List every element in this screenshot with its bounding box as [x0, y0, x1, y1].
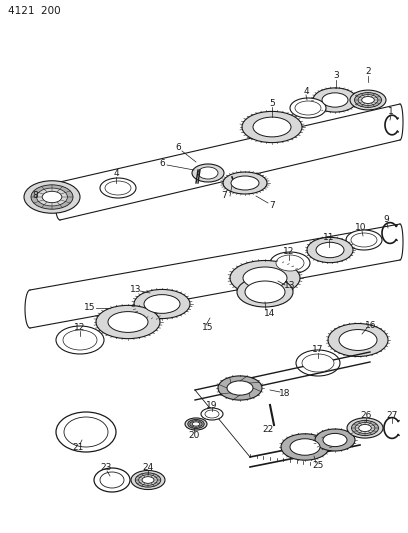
- Ellipse shape: [108, 312, 148, 333]
- Ellipse shape: [142, 477, 154, 483]
- Text: 15: 15: [84, 303, 96, 311]
- Ellipse shape: [231, 176, 259, 190]
- Ellipse shape: [296, 350, 340, 376]
- Text: 26: 26: [360, 410, 372, 419]
- Ellipse shape: [100, 472, 124, 488]
- Text: 9: 9: [383, 215, 389, 224]
- Ellipse shape: [63, 330, 97, 350]
- Text: 7: 7: [221, 191, 227, 200]
- Ellipse shape: [347, 418, 383, 438]
- Ellipse shape: [198, 167, 218, 179]
- Text: 8: 8: [32, 191, 38, 200]
- Ellipse shape: [323, 433, 347, 447]
- Ellipse shape: [188, 419, 204, 429]
- Text: 3: 3: [333, 71, 339, 80]
- Ellipse shape: [322, 93, 348, 107]
- Ellipse shape: [355, 93, 381, 108]
- Ellipse shape: [276, 255, 304, 271]
- Text: 6: 6: [175, 143, 181, 152]
- Ellipse shape: [307, 237, 353, 263]
- Text: 24: 24: [142, 463, 154, 472]
- Ellipse shape: [31, 185, 73, 209]
- Text: 21: 21: [72, 442, 84, 451]
- Ellipse shape: [351, 233, 377, 247]
- Text: 13: 13: [130, 286, 142, 295]
- Ellipse shape: [56, 326, 104, 354]
- Ellipse shape: [134, 289, 190, 319]
- Text: 12: 12: [74, 324, 86, 333]
- Text: 4: 4: [113, 168, 119, 177]
- Ellipse shape: [290, 439, 320, 455]
- Text: 10: 10: [355, 223, 367, 232]
- Ellipse shape: [94, 468, 130, 492]
- Ellipse shape: [270, 252, 310, 274]
- Ellipse shape: [242, 111, 302, 143]
- Ellipse shape: [295, 101, 321, 115]
- Text: 20: 20: [188, 431, 200, 440]
- Ellipse shape: [42, 191, 62, 203]
- Text: 4121  200: 4121 200: [8, 6, 61, 16]
- Ellipse shape: [56, 412, 116, 452]
- Ellipse shape: [245, 281, 285, 303]
- Text: 22: 22: [262, 425, 274, 434]
- Ellipse shape: [192, 422, 200, 426]
- Ellipse shape: [316, 243, 344, 257]
- Text: 19: 19: [206, 400, 218, 409]
- Ellipse shape: [302, 354, 334, 372]
- Ellipse shape: [218, 376, 262, 400]
- Ellipse shape: [64, 417, 108, 447]
- Ellipse shape: [253, 117, 291, 137]
- Text: 7: 7: [269, 200, 275, 209]
- Text: 5: 5: [269, 99, 275, 108]
- Ellipse shape: [24, 181, 80, 213]
- Ellipse shape: [352, 421, 379, 435]
- Text: 6: 6: [159, 158, 165, 167]
- Ellipse shape: [201, 408, 223, 420]
- Ellipse shape: [100, 178, 136, 198]
- Ellipse shape: [328, 324, 388, 357]
- Ellipse shape: [144, 295, 180, 313]
- Ellipse shape: [96, 305, 160, 338]
- Text: 17: 17: [312, 345, 324, 354]
- Ellipse shape: [315, 429, 355, 451]
- Text: 16: 16: [365, 321, 377, 330]
- Ellipse shape: [313, 88, 357, 112]
- Ellipse shape: [139, 475, 157, 485]
- Ellipse shape: [350, 90, 386, 110]
- Ellipse shape: [105, 181, 131, 195]
- Ellipse shape: [237, 277, 293, 307]
- Text: 13: 13: [284, 280, 296, 289]
- Ellipse shape: [281, 434, 329, 460]
- Text: 4: 4: [303, 87, 309, 96]
- Text: 2: 2: [365, 68, 371, 77]
- Ellipse shape: [358, 94, 378, 106]
- Ellipse shape: [190, 421, 202, 427]
- Ellipse shape: [37, 188, 67, 206]
- Ellipse shape: [131, 471, 165, 489]
- Text: 1: 1: [388, 108, 394, 117]
- Text: 14: 14: [264, 309, 276, 318]
- Ellipse shape: [362, 96, 374, 103]
- Ellipse shape: [243, 267, 287, 289]
- Ellipse shape: [346, 230, 382, 250]
- Ellipse shape: [227, 381, 253, 395]
- Ellipse shape: [290, 98, 326, 118]
- Ellipse shape: [223, 172, 267, 194]
- Ellipse shape: [339, 329, 377, 351]
- Ellipse shape: [135, 473, 161, 487]
- Ellipse shape: [230, 261, 300, 295]
- Ellipse shape: [185, 418, 207, 430]
- Text: 27: 27: [386, 410, 398, 419]
- Text: 18: 18: [279, 389, 291, 398]
- Text: 23: 23: [100, 464, 112, 472]
- Ellipse shape: [359, 424, 371, 432]
- Ellipse shape: [192, 164, 224, 182]
- Ellipse shape: [355, 423, 375, 433]
- Text: 25: 25: [312, 462, 324, 471]
- Text: 11: 11: [323, 232, 335, 241]
- Text: 15: 15: [202, 322, 214, 332]
- Ellipse shape: [205, 410, 219, 418]
- Text: 12: 12: [283, 247, 295, 256]
